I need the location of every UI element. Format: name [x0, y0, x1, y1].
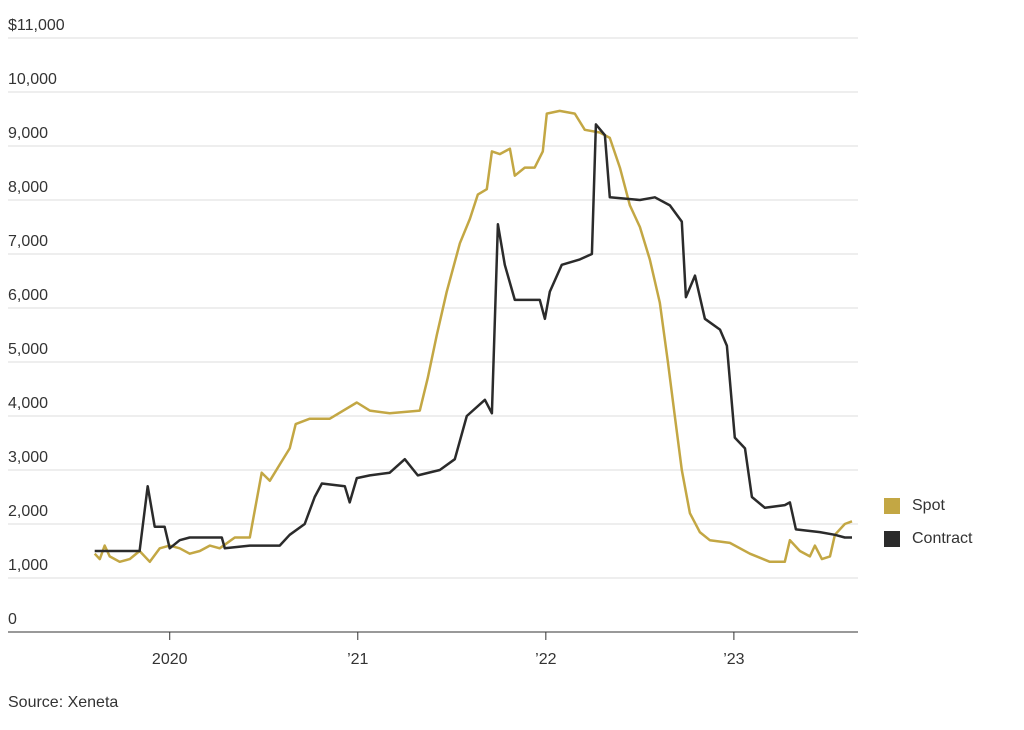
- source-note: Source: Xeneta: [8, 694, 118, 711]
- x-tick-label: ’23: [723, 651, 744, 668]
- y-tick-label: 5,000: [8, 341, 48, 358]
- y-tick-label: 3,000: [8, 449, 48, 466]
- y-tick-label: $11,000: [8, 17, 65, 34]
- y-tick-label: 4,000: [8, 395, 48, 412]
- x-tick-label: ’21: [347, 651, 368, 668]
- y-tick-label: 1,000: [8, 557, 48, 574]
- legend-label: Contract: [912, 530, 973, 547]
- x-tick-label: 2020: [152, 651, 188, 668]
- line-series: [94, 123, 852, 553]
- y-tick-label: 8,000: [8, 179, 48, 196]
- legend-swatch: [884, 531, 900, 547]
- legend-swatch: [884, 498, 900, 514]
- x-tick-label: ’22: [535, 651, 556, 668]
- legend-label: Spot: [912, 497, 945, 514]
- y-tick-label: 7,000: [8, 233, 48, 250]
- y-tick-label: 0: [8, 611, 17, 628]
- y-tick-label: 10,000: [8, 71, 57, 88]
- y-tick-label: 9,000: [8, 125, 48, 142]
- line-series: [93, 109, 853, 564]
- y-tick-label: 2,000: [8, 503, 48, 520]
- y-tick-label: 6,000: [8, 287, 48, 304]
